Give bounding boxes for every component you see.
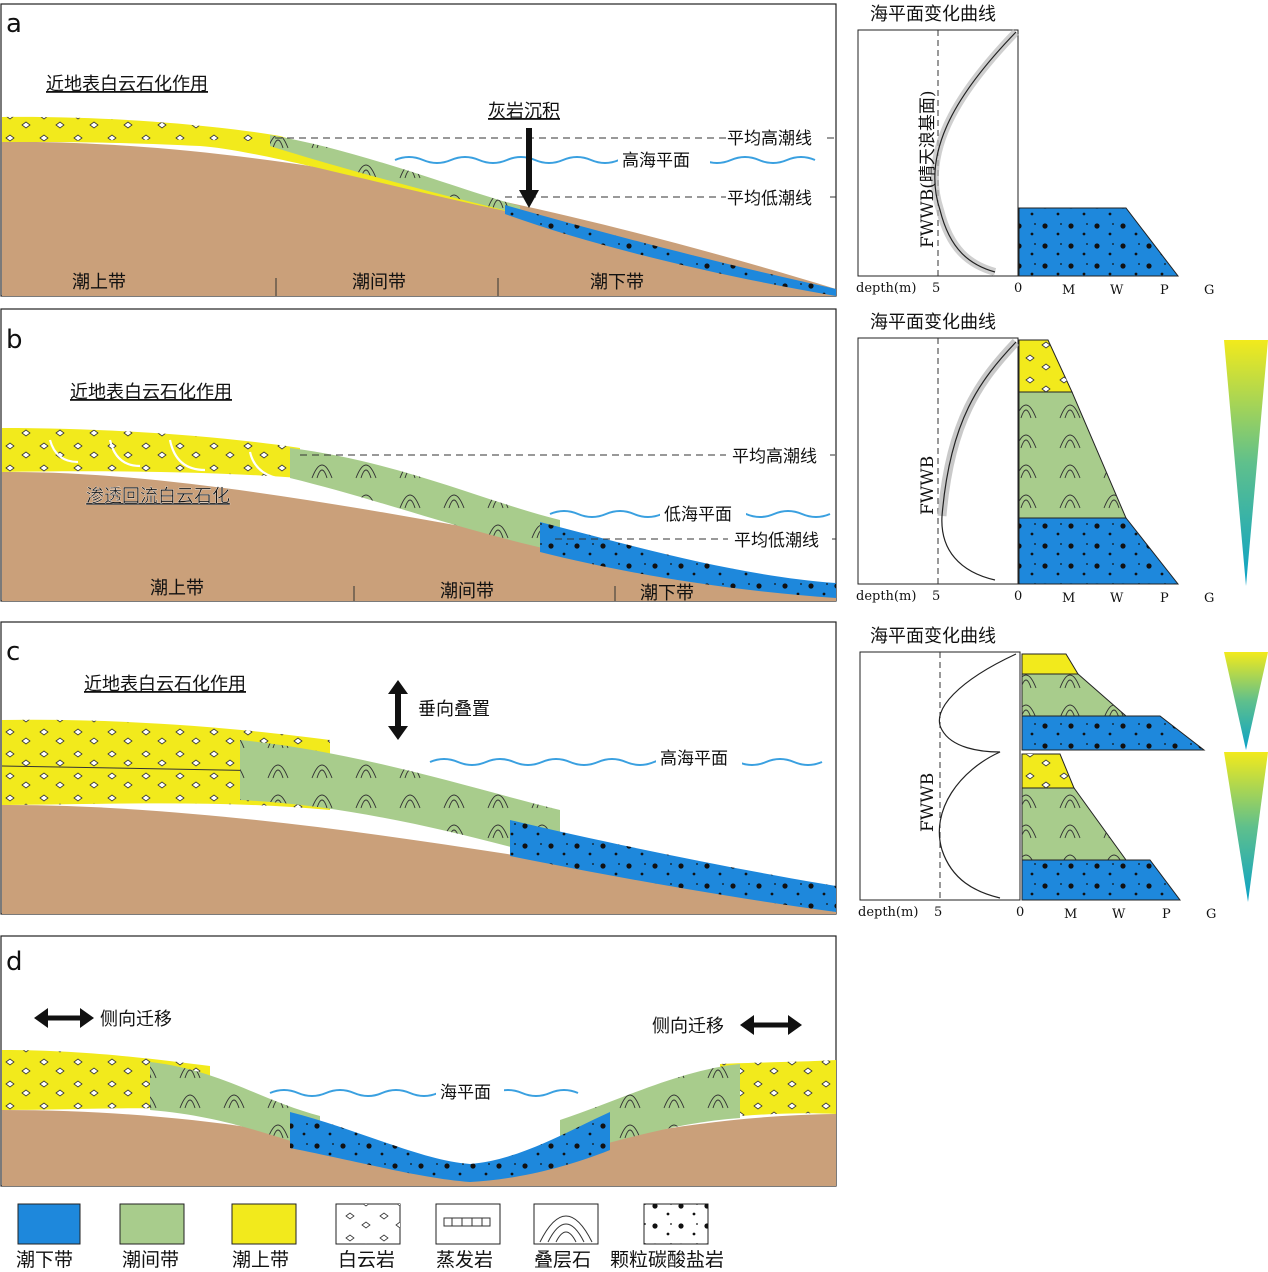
- depth-value: 5: [934, 905, 942, 920]
- panel-b: b 近地表白云石化作用 渗透回流白云石化 低海平面 平均高潮线 平均低潮线 潮上…: [0, 308, 837, 604]
- grain-tick: G: [1204, 283, 1214, 298]
- grain-axis: 0 M W P G: [1016, 905, 1216, 922]
- curve-title: 海平面变化曲线: [870, 4, 996, 25]
- zone-subtidal-label: 潮下带: [590, 272, 644, 293]
- panel-letter: c: [6, 637, 20, 667]
- fwwb-label: FWWB(晴天浪基面): [918, 91, 938, 249]
- fwwb-label: FWWB: [918, 773, 938, 832]
- legend: 潮下带 潮间带 潮上带 白云岩 蒸发岩 叠层石: [16, 1203, 724, 1271]
- sea-level-curve-b: 海平面变化曲线 FWWB depth(m) 5 0 M W P G: [856, 312, 1268, 606]
- zone-supratidal-label: 潮上带: [72, 272, 126, 293]
- legend-item-grainstone: 颗粒碳酸盐岩: [610, 1203, 724, 1271]
- grain-axis: 0 M W P G: [1014, 589, 1214, 606]
- deposition-label: 灰岩沉积: [488, 101, 560, 122]
- depth-axis-label: depth(m): [858, 905, 918, 920]
- process-label: 近地表白云石化作用: [46, 74, 208, 95]
- lateral-arrow-left: [34, 1008, 94, 1028]
- lateral-migration-right: 侧向迁移: [652, 1016, 724, 1037]
- legend-label: 叠层石: [534, 1249, 591, 1271]
- grain-tick: M: [1064, 907, 1077, 922]
- stacking-label: 垂向叠置: [418, 699, 490, 720]
- grain-tick: 0: [1014, 589, 1022, 604]
- legend-label: 蒸发岩: [436, 1249, 493, 1271]
- grain-axis: 0 M W P G: [1014, 281, 1214, 298]
- curve-title: 海平面变化曲线: [870, 626, 996, 647]
- legend-label: 潮下带: [16, 1249, 73, 1271]
- grain-tick: G: [1206, 907, 1216, 922]
- zone-intertidal-label: 潮间带: [352, 272, 406, 293]
- panel-c: c 近地表白云石化作用 垂向叠置 高海平面: [0, 621, 837, 915]
- legend-item-supratidal: 潮上带: [231, 1203, 297, 1271]
- grain-tick: M: [1062, 591, 1075, 606]
- trend-triangle: [1224, 340, 1268, 586]
- sea-level-label: 海平面: [440, 1083, 491, 1103]
- lateral-migration-left: 侧向迁移: [100, 1009, 172, 1030]
- grain-tick: P: [1162, 907, 1171, 922]
- mean-high-tide-label: 平均高潮线: [727, 129, 812, 149]
- grain-tick: W: [1112, 907, 1126, 922]
- grain-tick: 0: [1014, 281, 1022, 296]
- zone-supratidal-label: 潮上带: [150, 578, 204, 599]
- lateral-arrow-right: [740, 1015, 802, 1035]
- sea-level-curve-c: 海平面变化曲线 FWWB depth(m) 5 0 M W P G: [858, 626, 1268, 922]
- curve-title: 海平面变化曲线: [870, 312, 996, 333]
- grain-tick: M: [1062, 283, 1075, 298]
- panel-d: d 侧向迁移 侧向迁移 海平面: [0, 935, 837, 1187]
- mean-low-tide-label: 平均低潮线: [727, 189, 812, 209]
- zone-subtidal-label: 潮下带: [640, 583, 694, 604]
- legend-label: 潮间带: [122, 1249, 179, 1271]
- mean-low-tide-label: 平均低潮线: [734, 531, 819, 551]
- process-label: 近地表白云石化作用: [70, 382, 232, 403]
- legend-label: 颗粒碳酸盐岩: [610, 1249, 724, 1271]
- grain-tick: P: [1160, 591, 1169, 606]
- legend-item-subtidal: 潮下带: [16, 1203, 81, 1271]
- mean-high-tide-label: 平均高潮线: [732, 447, 817, 467]
- depth-value: 5: [932, 281, 940, 296]
- sea-level-label: 高海平面: [622, 151, 690, 171]
- panel-letter: d: [6, 947, 23, 977]
- fwwb-label: FWWB: [918, 456, 938, 515]
- grain-tick: W: [1110, 591, 1124, 606]
- trend-triangle-upper: [1224, 652, 1268, 750]
- grain-tick: G: [1204, 591, 1214, 606]
- sea-level-label: 高海平面: [660, 749, 728, 769]
- legend-item-dolomite: 白云岩: [335, 1203, 401, 1271]
- process-label: 近地表白云石化作用: [84, 674, 246, 695]
- grain-tick: W: [1110, 283, 1124, 298]
- depth-axis-label: depth(m): [856, 589, 916, 604]
- panel-letter: a: [6, 9, 22, 39]
- depth-value: 5: [932, 589, 940, 604]
- sea-level-curve-a: 海平面变化曲线 FWWB(晴天浪基面) depth(m) 5 0 M W P G: [856, 4, 1214, 298]
- zone-intertidal-label: 潮间带: [440, 581, 494, 602]
- legend-item-intertidal: 潮间带: [119, 1203, 185, 1271]
- legend-item-evaporite: 蒸发岩: [435, 1203, 501, 1271]
- panel-letter: b: [6, 325, 23, 355]
- panel-a: a 近地表白云石化作用 高海平面 平均高潮线 平均低潮线 灰岩沉积 潮上带 潮间…: [0, 3, 837, 297]
- trend-triangle-lower: [1224, 752, 1268, 902]
- legend-label: 白云岩: [338, 1249, 395, 1271]
- reflux-label: 渗透回流白云石化: [86, 486, 230, 507]
- legend-item-stromatolite: 叠层石: [533, 1203, 599, 1271]
- legend-label: 潮上带: [232, 1249, 289, 1271]
- sea-level-label: 低海平面: [664, 505, 732, 525]
- grain-tick: P: [1160, 283, 1169, 298]
- grain-tick: 0: [1016, 905, 1024, 920]
- depth-axis-label: depth(m): [856, 281, 916, 296]
